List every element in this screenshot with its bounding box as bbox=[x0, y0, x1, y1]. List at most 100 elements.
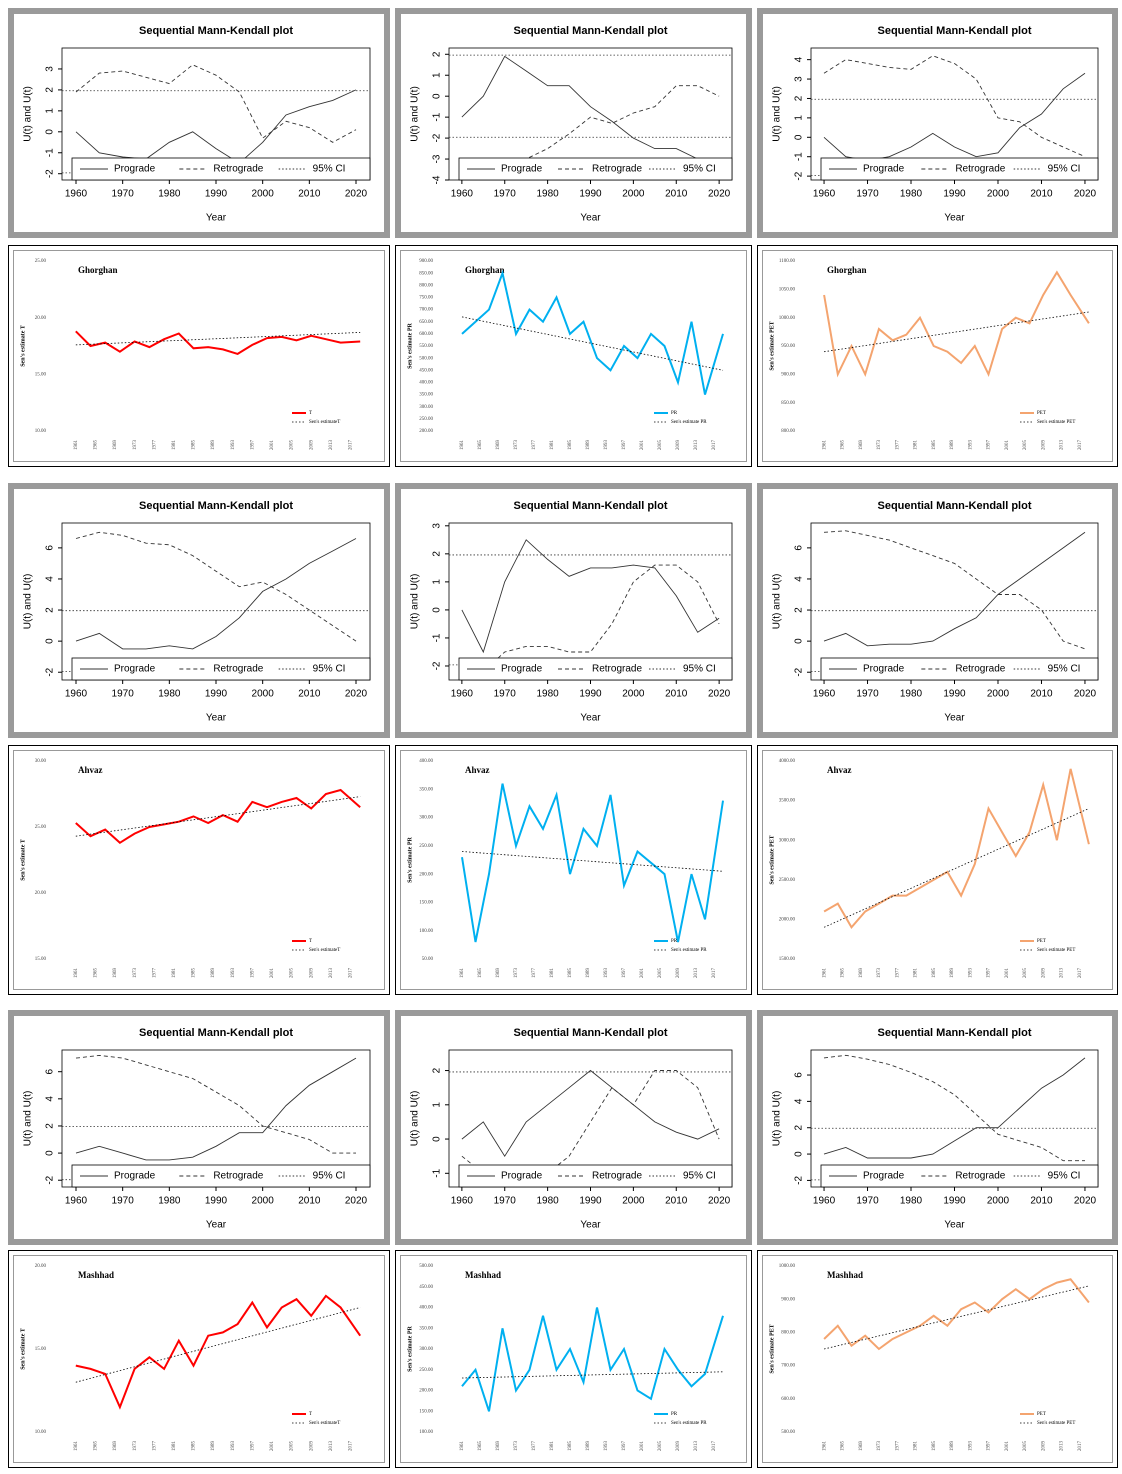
y-axis-label: U(t) and U(t) bbox=[410, 1091, 421, 1147]
x-tick-label: 2009 bbox=[1041, 1441, 1046, 1452]
x-tick-label: 2020 bbox=[345, 189, 368, 200]
x-tick-label: 1981 bbox=[172, 1441, 177, 1452]
x-tick-label: 1977 bbox=[895, 1441, 900, 1452]
legend-label: PET bbox=[1037, 411, 1046, 416]
x-tick-label: 2005 bbox=[1023, 1441, 1028, 1452]
x-tick-label: 2010 bbox=[665, 1196, 688, 1207]
x-tick-label: 1985 bbox=[192, 440, 197, 451]
x-tick-label: 1960 bbox=[813, 1196, 836, 1207]
y-tick-label: 0 bbox=[432, 93, 443, 99]
x-tick-label: 2013 bbox=[694, 1441, 699, 1452]
x-tick-label: 1985 bbox=[932, 968, 937, 979]
chart: Ghorghan Sen's estimate PET 800.00 850.00 90… bbox=[762, 250, 1113, 462]
x-tick-label: 1980 bbox=[536, 189, 559, 200]
x-tick-label: 1977 bbox=[895, 968, 900, 979]
y-tick-label: 800.00 bbox=[781, 1331, 795, 1336]
y-tick-label: 850.00 bbox=[419, 271, 433, 276]
x-tick-label: 1980 bbox=[158, 189, 181, 200]
x-tick-label: 1977 bbox=[152, 440, 157, 451]
series-line bbox=[75, 1307, 361, 1383]
x-tick-label: 2009 bbox=[676, 440, 681, 451]
x-tick-label: 1981 bbox=[914, 968, 919, 979]
x-tick-label: 1969 bbox=[113, 968, 118, 979]
y-tick-label: 2 bbox=[45, 607, 56, 613]
x-tick-label: 2001 bbox=[270, 1441, 275, 1452]
y-tick-label: 25.00 bbox=[35, 825, 47, 830]
y-tick-label: 0 bbox=[432, 607, 443, 613]
x-tick-label: 1990 bbox=[943, 189, 966, 200]
y-tick-label: 3 bbox=[432, 523, 443, 529]
chart-title: Sequential Mann-Kendall plot bbox=[877, 500, 1031, 512]
chart: Sequential Mann-Kendall plot Year U(t) and… bbox=[14, 1016, 384, 1239]
y-tick-label: 600.00 bbox=[419, 332, 433, 337]
series-line bbox=[75, 332, 361, 346]
legend-label: PET bbox=[1037, 1412, 1046, 1417]
legend-label: T bbox=[309, 1412, 312, 1417]
chart-title: Sequential Mann-Kendall plot bbox=[139, 1027, 293, 1039]
y-tick-label: 0 bbox=[45, 129, 56, 135]
y-tick-label: 2000.00 bbox=[779, 918, 796, 923]
plot-area bbox=[62, 64, 370, 174]
station-label: Ghorghan bbox=[78, 265, 118, 275]
x-tick-label: 2020 bbox=[708, 1196, 731, 1207]
x-tick-label: 2001 bbox=[640, 968, 645, 979]
legend-label: Prograde bbox=[863, 1171, 905, 1182]
x-tick-label: 2017 bbox=[349, 968, 354, 979]
y-tick-label: 1000.00 bbox=[779, 1264, 796, 1269]
x-tick-label: 1960 bbox=[65, 1196, 88, 1207]
x-tick-label: 1960 bbox=[813, 689, 836, 700]
legend-label: Sen's estimate PR bbox=[671, 1421, 707, 1426]
y-tick-label: 700.00 bbox=[781, 1364, 795, 1369]
legend-label: Prograde bbox=[114, 164, 156, 175]
x-tick-label: 2000 bbox=[987, 189, 1010, 200]
station-label: Mashhad bbox=[78, 1270, 114, 1280]
series-line bbox=[824, 311, 1089, 353]
x-tick-label: 1993 bbox=[968, 968, 973, 979]
x-tick-label: 1973 bbox=[514, 968, 519, 979]
chart: Ghorghan Sen's estimate PR 200.00 250.00 300… bbox=[400, 250, 747, 462]
plot-area bbox=[461, 783, 724, 943]
x-tick-label: 1961 bbox=[74, 440, 79, 451]
y-tick-label: 2 bbox=[432, 1067, 443, 1073]
x-tick-label: 1985 bbox=[932, 440, 937, 451]
y-tick-label: 750.00 bbox=[419, 296, 433, 301]
x-tick-label: 2001 bbox=[270, 440, 275, 451]
legend-label: 95% CI bbox=[313, 1171, 346, 1182]
legend-label: Sen's estimate PET bbox=[1037, 948, 1075, 953]
x-tick-label: 1970 bbox=[112, 689, 135, 700]
series-line bbox=[461, 1069, 720, 1158]
y-tick-label: 100.00 bbox=[419, 929, 433, 934]
y-axis-label: U(t) and U(t) bbox=[772, 574, 783, 630]
y-tick-label: 20.00 bbox=[35, 316, 47, 321]
chart: Mashhad Sen's estimate T 10.00 15.00 20.00 19… bbox=[13, 1255, 385, 1463]
series-line bbox=[75, 1054, 356, 1154]
y-tick-label: 2 bbox=[45, 87, 56, 93]
plot-frame bbox=[452, 760, 733, 960]
x-tick-label: 2001 bbox=[1005, 1441, 1010, 1452]
x-tick-label: 1990 bbox=[205, 689, 228, 700]
plot-area bbox=[449, 539, 732, 673]
legend-label: Sen's estimateT bbox=[309, 420, 340, 425]
y-tick-label: 350.00 bbox=[419, 393, 433, 398]
x-tick-label: 1997 bbox=[250, 440, 255, 451]
x-tick-label: 1969 bbox=[859, 1441, 864, 1452]
x-tick-label: 1997 bbox=[622, 968, 627, 979]
plot-area bbox=[823, 1278, 1090, 1351]
plot-frame bbox=[448, 522, 733, 681]
x-tick-label: 2020 bbox=[1074, 1196, 1097, 1207]
x-tick-label: 1985 bbox=[568, 440, 573, 451]
x-tick-label: 2005 bbox=[658, 440, 663, 451]
legend-label: Retrograde bbox=[213, 164, 263, 175]
y-tick-label: 30.00 bbox=[35, 759, 47, 764]
legend-label: Sen's estimate PR bbox=[671, 420, 707, 425]
legend-label: Retrograde bbox=[955, 1171, 1005, 1182]
x-tick-label: 2013 bbox=[329, 440, 334, 451]
y-tick-label: 50.00 bbox=[422, 957, 434, 962]
y-tick-label: 900.00 bbox=[781, 1297, 795, 1302]
y-axis-label: U(t) and U(t) bbox=[772, 86, 783, 142]
y-tick-label: 200.00 bbox=[419, 429, 433, 434]
series-line bbox=[75, 64, 357, 143]
series-line bbox=[461, 85, 720, 170]
y-tick-label: 1100.00 bbox=[779, 259, 796, 264]
y-tick-label: 150.00 bbox=[419, 1409, 433, 1414]
